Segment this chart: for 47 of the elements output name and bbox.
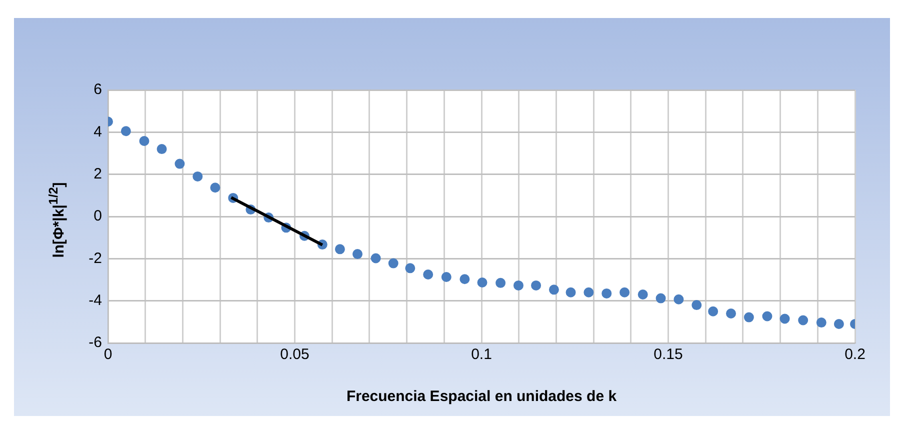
point [726, 308, 736, 318]
point [638, 290, 648, 300]
point [460, 274, 470, 284]
point [370, 253, 381, 264]
point [816, 318, 826, 328]
point [441, 272, 452, 282]
point [780, 314, 790, 324]
point [156, 144, 167, 154]
point [674, 294, 684, 304]
x-tick-label: 0.2 [844, 346, 866, 364]
point [334, 244, 345, 254]
point [405, 263, 416, 274]
y-tick-label: 4 [94, 123, 102, 140]
point [210, 182, 220, 193]
point [566, 287, 576, 298]
point [174, 158, 185, 169]
point [352, 249, 362, 260]
point [192, 171, 203, 182]
point [762, 311, 772, 322]
point [834, 319, 844, 330]
x-tick-label: 0.15 [654, 346, 683, 364]
y-tick-label: -6 [88, 334, 102, 352]
point [692, 300, 702, 310]
point [620, 287, 630, 298]
point [120, 126, 131, 136]
point [744, 312, 754, 322]
point [602, 288, 612, 298]
y-tick-label: -4 [88, 292, 102, 309]
x-tick-label: 0.05 [280, 346, 310, 364]
point [496, 278, 506, 288]
x-tick-label: 0.1 [471, 346, 492, 364]
point [708, 306, 718, 316]
point [531, 280, 542, 290]
y-tick-label: 0 [94, 208, 102, 225]
point [388, 258, 398, 268]
point [656, 293, 666, 304]
point [477, 277, 488, 288]
point [584, 287, 594, 298]
y-tick-label: 2 [94, 165, 102, 182]
y-tick-label: 6 [94, 81, 102, 98]
point [423, 269, 434, 280]
point [548, 284, 559, 295]
point [513, 280, 524, 290]
x-axis-title: Frecuencia Espacial en unidades de k [346, 388, 618, 406]
y-tick-label: -2 [88, 250, 102, 267]
point [798, 315, 808, 326]
point [139, 136, 150, 146]
